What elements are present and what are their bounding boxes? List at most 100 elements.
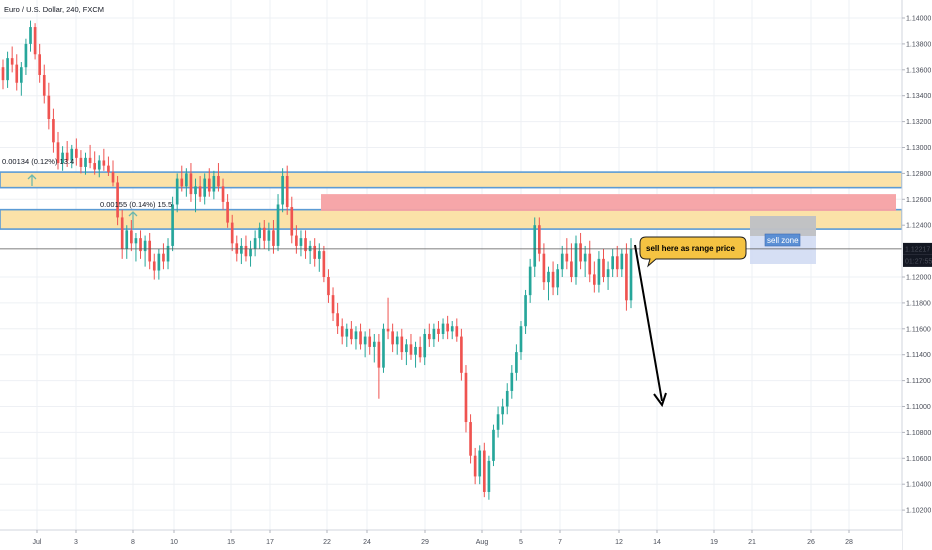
- up-arrow-1-icon: [27, 174, 37, 186]
- x-tick-label: 14: [653, 539, 661, 546]
- y-tick-label: 1.10200: [906, 508, 931, 515]
- candle-down: [102, 160, 106, 166]
- candle-up: [528, 266, 532, 296]
- candle-up: [496, 414, 500, 430]
- y-tick-label: 1.12600: [906, 197, 931, 204]
- candle-down: [10, 58, 14, 65]
- candle-down: [368, 336, 372, 347]
- candle-up: [560, 253, 564, 270]
- candle-down: [207, 178, 211, 192]
- candle-down: [272, 230, 275, 246]
- candle-down: [139, 238, 142, 252]
- x-tick-label: 24: [363, 539, 371, 546]
- candle-up: [611, 256, 614, 270]
- candle-down: [615, 256, 619, 270]
- candle-down: [570, 261, 573, 277]
- current-price-tag: [903, 242, 932, 255]
- candle-up: [97, 160, 101, 170]
- annotations: 0.00134 (0.12%) 13.4 0.00155 (0.14%) 15.5…: [0, 157, 902, 408]
- candle-down: [162, 253, 165, 262]
- price-axis-background: [902, 0, 932, 550]
- candle-up: [515, 352, 518, 373]
- candle-up: [267, 230, 271, 241]
- candle-up: [175, 178, 179, 205]
- candle-down: [482, 450, 486, 492]
- candle-up: [556, 269, 559, 288]
- candle-down: [386, 328, 390, 332]
- candle-up: [258, 227, 262, 239]
- candle-up: [6, 58, 9, 81]
- up-arrow-2-icon: [128, 211, 138, 229]
- candle-down: [56, 142, 60, 164]
- candle-down: [340, 326, 344, 337]
- y-tick-label: 1.11800: [906, 300, 931, 307]
- candle-up: [354, 331, 358, 340]
- candle-down: [15, 64, 19, 83]
- candle-up: [70, 148, 74, 161]
- candle-up: [125, 230, 129, 249]
- range-label-1: 0.00134 (0.12%) 13.4: [2, 157, 74, 166]
- y-tick-label: 1.11400: [906, 352, 931, 359]
- x-tick-label: 17: [266, 539, 274, 546]
- candle-down: [52, 119, 55, 143]
- y-tick-label: 1.12800: [906, 171, 931, 178]
- candle-down: [107, 165, 110, 173]
- candle-down: [579, 243, 582, 262]
- candle-up: [606, 269, 610, 277]
- candle-up: [171, 204, 174, 246]
- candle-down: [148, 240, 152, 262]
- candle-up: [24, 43, 28, 68]
- x-tick-label: 19: [710, 539, 718, 546]
- candle-down: [327, 277, 330, 296]
- candle-down: [33, 27, 37, 55]
- candle-up: [249, 248, 252, 257]
- candle-down: [322, 251, 326, 277]
- candle-down: [65, 152, 69, 161]
- candle-down: [313, 245, 317, 259]
- x-tick-label: 3: [74, 539, 78, 546]
- candle-up: [519, 326, 523, 353]
- candle-up: [253, 238, 257, 249]
- candle-down: [285, 175, 289, 208]
- candle-down: [359, 331, 362, 345]
- y-tick-label: 1.10600: [906, 456, 931, 463]
- sell-zone-top-shade: [750, 216, 816, 236]
- candle-down: [350, 328, 353, 340]
- candle-up: [533, 225, 537, 267]
- x-tick-label: 12: [615, 539, 623, 546]
- candle-up: [505, 390, 509, 407]
- candle-up: [423, 333, 427, 358]
- y-tick-label: 1.13200: [906, 119, 931, 126]
- candle-down: [331, 295, 335, 314]
- y-tick-label: 1.10800: [906, 430, 931, 437]
- candle-up: [501, 406, 504, 415]
- candle-up: [441, 323, 445, 334]
- x-tick-label: 5: [519, 539, 523, 546]
- candle-up: [487, 460, 491, 492]
- y-tick-label: 1.13800: [906, 41, 931, 48]
- candle-down: [198, 186, 202, 197]
- candle-down: [93, 163, 97, 170]
- candle-down: [602, 258, 605, 277]
- y-tick-label: 1.12000: [906, 275, 931, 282]
- candle-down: [469, 422, 472, 456]
- candle-up: [583, 253, 587, 262]
- x-tick-label: 7: [558, 539, 562, 546]
- candle-down: [290, 207, 294, 236]
- candle-down: [111, 172, 115, 183]
- y-tick-label: 1.13000: [906, 145, 931, 152]
- candle-down: [377, 341, 381, 368]
- candle-up: [395, 336, 399, 345]
- candle-down: [42, 74, 46, 96]
- candle-down: [244, 245, 248, 257]
- x-tick-label: 10: [170, 539, 178, 546]
- candle-up: [372, 341, 376, 347]
- candle-down: [391, 331, 394, 345]
- candle-up: [194, 186, 197, 195]
- candle-down: [295, 235, 298, 246]
- candle-down: [446, 323, 449, 332]
- candle-up: [382, 328, 385, 368]
- candle-down: [130, 230, 133, 244]
- upper-zone: [0, 171, 903, 189]
